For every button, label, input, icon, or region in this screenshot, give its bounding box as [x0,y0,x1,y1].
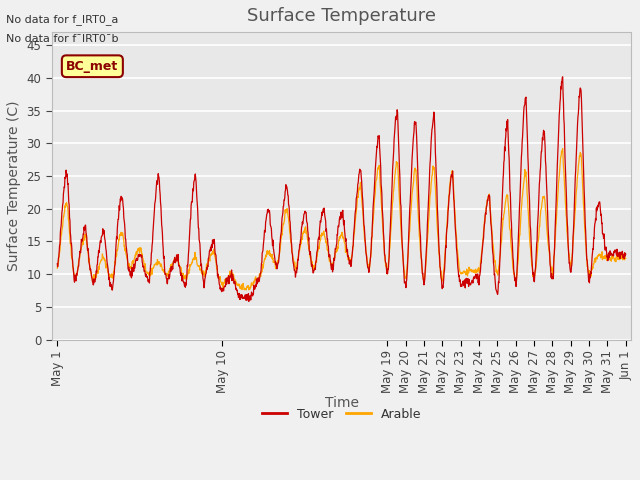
Text: No data for f_IRT0_a: No data for f_IRT0_a [6,14,119,25]
Title: Surface Temperature: Surface Temperature [247,7,436,25]
Y-axis label: Surface Temperature (C): Surface Temperature (C) [7,101,21,271]
Text: BC_met: BC_met [66,60,118,73]
Text: No data for f¯IRT0¯b: No data for f¯IRT0¯b [6,34,119,44]
Legend: Tower, Arable: Tower, Arable [257,403,426,426]
X-axis label: Time: Time [324,396,358,410]
